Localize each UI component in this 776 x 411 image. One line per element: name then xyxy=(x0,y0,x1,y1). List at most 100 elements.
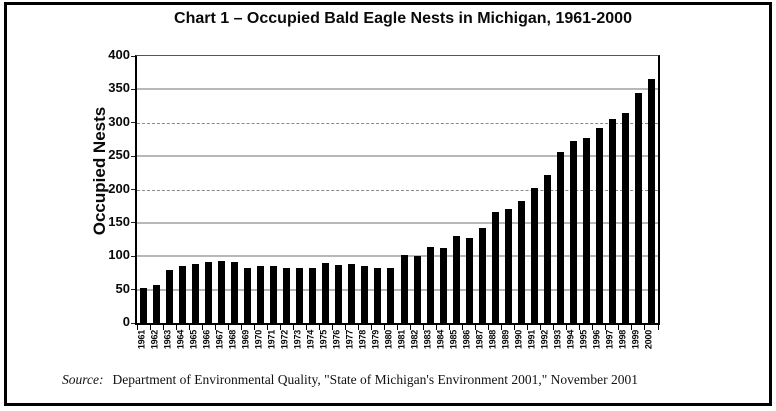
x-tick xyxy=(240,325,242,330)
x-tick xyxy=(397,325,398,330)
x-tick xyxy=(592,325,594,330)
bar-1967 xyxy=(218,260,226,323)
bar-1982 xyxy=(413,255,421,323)
x-tick xyxy=(644,325,646,330)
x-tick xyxy=(488,325,490,330)
gridline-150 xyxy=(137,221,658,224)
y-tick xyxy=(131,88,135,90)
x-tick xyxy=(631,325,633,330)
x-tick xyxy=(292,325,294,330)
x-tick xyxy=(514,325,516,330)
gridline-100 xyxy=(137,255,658,258)
bar-1981 xyxy=(400,254,408,323)
bar-1990 xyxy=(517,200,525,323)
y-tick-label-50: 50 xyxy=(115,280,130,296)
x-tick xyxy=(279,325,281,330)
bar-1988 xyxy=(491,212,499,323)
bar-1969 xyxy=(244,267,252,323)
bar-1963 xyxy=(166,269,174,323)
bar-1962 xyxy=(153,284,161,323)
bar-1995 xyxy=(582,138,590,323)
x-tick xyxy=(423,325,425,330)
bar-1987 xyxy=(478,228,486,323)
y-tick xyxy=(131,122,135,124)
plot-area xyxy=(131,55,660,330)
chart-title: Chart 1 – Occupied Bald Eagle Nests in M… xyxy=(174,10,632,27)
x-tick xyxy=(436,325,438,330)
y-tick xyxy=(131,322,135,324)
y-tick-label-400: 400 xyxy=(108,47,130,62)
y-tick xyxy=(131,55,135,57)
x-tick-label-2000: 2000 xyxy=(643,329,654,350)
bar-1986 xyxy=(465,238,473,323)
bar-1993 xyxy=(556,152,564,323)
bar-1989 xyxy=(504,208,512,323)
x-tick xyxy=(188,325,190,330)
bar-1968 xyxy=(231,262,239,323)
y-tick xyxy=(131,289,135,291)
x-tick xyxy=(253,325,255,330)
source-line: Source: Department of Environmental Quali… xyxy=(62,372,638,388)
bar-1980 xyxy=(387,267,395,323)
bar-1985 xyxy=(452,235,460,323)
x-tick xyxy=(305,325,307,330)
bar-1977 xyxy=(348,264,356,323)
bar-1971 xyxy=(270,266,278,323)
source-label: Source: xyxy=(62,372,104,387)
x-tick xyxy=(410,325,412,330)
y-tick-label-0: 0 xyxy=(122,314,130,329)
bar-1974 xyxy=(309,268,317,323)
bar-1973 xyxy=(296,267,304,323)
x-tick xyxy=(175,325,177,330)
x-tick xyxy=(527,325,529,330)
x-tick xyxy=(605,325,607,330)
bar-1979 xyxy=(374,267,382,323)
x-tick xyxy=(553,325,555,330)
x-tick xyxy=(162,325,164,330)
bar-1994 xyxy=(569,141,577,323)
x-tick xyxy=(540,325,542,330)
bar-1996 xyxy=(595,128,603,323)
gridline-350 xyxy=(137,88,658,91)
bar-1972 xyxy=(283,268,291,323)
y-tick-label-350: 350 xyxy=(108,80,130,96)
y-tick-label-300: 300 xyxy=(108,113,130,129)
x-tick xyxy=(370,325,372,330)
x-tick xyxy=(566,325,568,330)
bar-1964 xyxy=(179,265,187,323)
bar-1998 xyxy=(621,113,629,323)
x-tick xyxy=(266,325,268,330)
y-tick-label-200: 200 xyxy=(108,180,130,196)
bar-1999 xyxy=(634,92,642,323)
gridline-50 xyxy=(137,288,658,291)
x-tick xyxy=(383,325,385,330)
x-tick xyxy=(449,325,451,330)
x-tick xyxy=(501,325,503,330)
bar-2000 xyxy=(647,79,655,323)
x-tick xyxy=(344,325,346,330)
bar-1984 xyxy=(439,247,447,323)
x-tick xyxy=(475,325,477,330)
bar-1997 xyxy=(608,118,616,323)
x-tick xyxy=(331,325,333,330)
bar-1975 xyxy=(322,262,330,323)
x-tick xyxy=(618,325,620,330)
y-tick xyxy=(131,255,135,257)
bar-1991 xyxy=(530,188,538,323)
bar-1961 xyxy=(140,288,147,323)
x-tick xyxy=(214,325,216,330)
x-tick xyxy=(201,325,203,330)
y-tick xyxy=(131,222,135,224)
x-tick xyxy=(579,325,581,330)
gridline-250 xyxy=(137,155,658,158)
y-tick xyxy=(131,189,135,190)
bar-1965 xyxy=(192,263,200,323)
y-tick-label-150: 150 xyxy=(108,213,130,229)
y-tick xyxy=(131,155,135,157)
x-tick xyxy=(136,325,138,330)
bar-1970 xyxy=(257,266,265,323)
x-tick xyxy=(227,325,229,330)
bar-1992 xyxy=(543,175,551,323)
